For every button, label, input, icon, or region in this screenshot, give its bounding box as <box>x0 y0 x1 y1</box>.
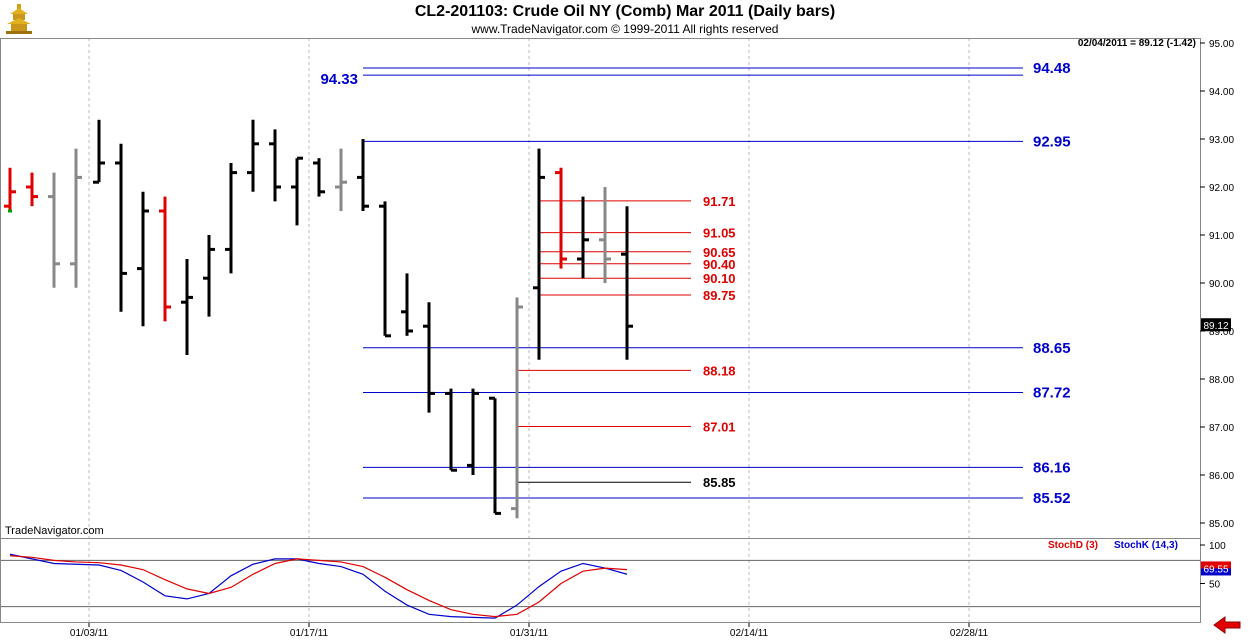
chart-title: CL2-201103: Crude Oil NY (Comb) Mar 2011… <box>414 3 836 20</box>
level-label: 94.33 <box>320 71 358 88</box>
price-tick-label: 93.00 <box>1209 135 1234 146</box>
left-arrow-icon[interactable] <box>1212 614 1242 636</box>
ohlc-bar <box>379 201 391 338</box>
price-tick-label: 85.00 <box>1209 519 1234 530</box>
level-label: 92.95 <box>1033 133 1071 150</box>
ohlc-bar <box>511 297 523 519</box>
price-tick-label: 92.00 <box>1209 183 1234 194</box>
ohlc-bar <box>48 172 60 288</box>
ohlc-bar <box>533 148 545 360</box>
date-tick-label: 02/14/11 <box>730 628 769 639</box>
ohlc-bar <box>313 158 325 197</box>
stochastic-pane: StochD (3) StochK (14,3) <box>0 540 1200 619</box>
pagoda-logo-icon <box>6 4 32 34</box>
price-tick-label: 90.00 <box>1209 279 1234 290</box>
level-label: 88.65 <box>1033 340 1071 357</box>
chart-header: CL2-201103: Crude Oil NY (Comb) Mar 2011… <box>0 0 1250 40</box>
stochk-line <box>9 553 628 619</box>
plot-frame <box>0 38 1201 623</box>
price-tick-label: 86.00 <box>1209 471 1234 482</box>
ohlc-bar <box>335 148 347 211</box>
last-price-tag-bg <box>1201 318 1231 332</box>
level-label: 88.18 <box>703 363 736 378</box>
price-tick-label: 89.00 <box>1209 327 1234 338</box>
price-bars <box>4 119 633 519</box>
ohlc-bar <box>70 148 82 288</box>
ohlc-bar <box>401 273 413 336</box>
stoch-tag-bg-top <box>1201 561 1231 569</box>
ohlc-bar <box>247 119 259 192</box>
grid-lines <box>88 38 970 623</box>
ohlc-bar <box>445 388 457 472</box>
price-tick-label: 91.00 <box>1209 231 1234 242</box>
copyright: www.TradeNavigator.com © 1999-2011 All r… <box>471 22 779 36</box>
level-label: 90.65 <box>703 245 736 260</box>
level-label: 91.05 <box>703 226 736 241</box>
level-label: 91.71 <box>703 194 736 209</box>
price-tick-label: 94.00 <box>1209 87 1234 98</box>
ohlc-bar <box>137 191 149 327</box>
ohlc-bar <box>599 187 611 283</box>
level-label: 90.40 <box>703 257 736 272</box>
ohlc-bar <box>4 167 16 211</box>
ohlc-bar <box>357 139 369 211</box>
ohlc-bar <box>467 388 479 475</box>
level-label: 86.16 <box>1033 459 1071 476</box>
level-label: 87.01 <box>703 420 736 435</box>
stochd-legend: StochD (3) <box>1048 540 1098 551</box>
ohlc-bar <box>203 235 215 317</box>
ohlc-bar <box>26 172 38 207</box>
stoch-value-tag: 69.55 <box>1203 564 1228 575</box>
ohlc-bar <box>489 396 501 515</box>
level-label: 94.48 <box>1033 60 1071 77</box>
ohlc-bar <box>577 196 589 279</box>
price-tick-label: 95.00 <box>1209 39 1234 50</box>
ohlc-bar <box>423 302 435 413</box>
level-label: 85.52 <box>1033 490 1071 507</box>
ohlc-bar <box>159 196 171 322</box>
ohlc-bar <box>181 259 193 355</box>
level-label: 85.85 <box>703 475 736 490</box>
level-label: 89.75 <box>703 288 736 303</box>
ohlc-bar <box>291 156 303 226</box>
stochk-legend: StochK (14,3) <box>1114 540 1178 551</box>
last-price-tag: 89.12 <box>1203 321 1228 332</box>
ohlc-bar <box>555 167 567 269</box>
date-tick-label: 01/17/11 <box>290 628 329 639</box>
level-label: 90.10 <box>703 271 736 286</box>
ohlc-bar <box>621 206 633 360</box>
stoch-tag-bg-bottom <box>1201 568 1231 576</box>
ohlc-bar <box>225 163 237 274</box>
stochd-line <box>9 555 628 618</box>
ohlc-bar <box>93 119 105 184</box>
date-tick-label: 01/03/11 <box>70 628 109 639</box>
axes: 01/03/11 01/17/11 01/31/11 02/14/11 02/28/11… <box>0 38 1234 639</box>
level-label: 87.72 <box>1033 384 1071 401</box>
price-tick-label: 87.00 <box>1209 423 1234 434</box>
date-tick-label: 01/31/11 <box>510 628 549 639</box>
ohlc-bar <box>115 143 127 312</box>
last-quote: 02/04/2011 = 89.12 (-1.42) <box>1078 38 1196 49</box>
price-tick-label: 88.00 <box>1209 375 1234 386</box>
price-levels: 94.48 94.33 92.95 91.71 91.05 90.6590.4090.10… <box>320 60 1070 507</box>
watermark: TradeNavigator.com <box>5 525 104 537</box>
date-tick-label: 02/28/11 <box>950 628 989 639</box>
stoch-tick-label: 100 <box>1209 541 1226 552</box>
ohlc-bar <box>269 129 281 202</box>
stoch-tick-label: 50 <box>1209 580 1221 591</box>
